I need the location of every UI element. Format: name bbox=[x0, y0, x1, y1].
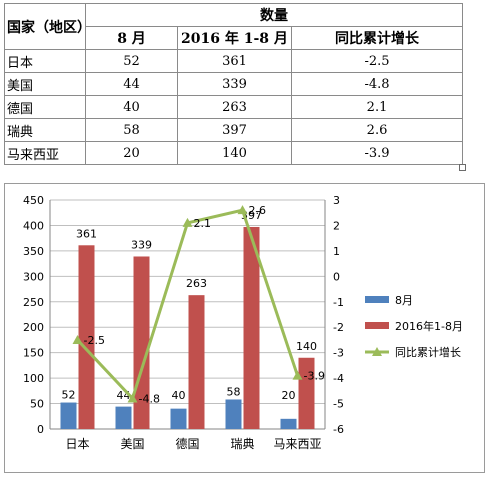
cell-growth: -2.5 bbox=[290, 49, 464, 73]
line-point bbox=[237, 205, 248, 215]
cell-growth: 2.6 bbox=[290, 118, 464, 142]
bar bbox=[280, 418, 297, 429]
cell-growth: -3.9 bbox=[290, 141, 464, 165]
y-tick-label: 0 bbox=[37, 423, 44, 436]
cell-country: 瑞典 bbox=[4, 118, 86, 142]
line-point bbox=[292, 370, 303, 380]
header-ytd: 2016 年 1-8 月 bbox=[177, 26, 292, 50]
line-data-label: -4.8 bbox=[139, 392, 160, 405]
table-resize-handle[interactable] bbox=[459, 164, 466, 171]
y2-tick-label: -6 bbox=[333, 423, 344, 436]
y-tick-label: 150 bbox=[23, 347, 44, 360]
legend-marker bbox=[372, 347, 382, 356]
header-aug: 8 月 bbox=[85, 26, 178, 50]
data-label: 20 bbox=[282, 389, 296, 402]
bar bbox=[225, 399, 242, 429]
y-tick-label: 350 bbox=[23, 245, 44, 258]
legend-swatch bbox=[365, 296, 389, 303]
cell-ytd: 339 bbox=[177, 72, 292, 96]
cell-country: 日本 bbox=[4, 49, 86, 73]
cell-ytd: 361 bbox=[177, 49, 292, 73]
legend-label: 2016年1-8月 bbox=[395, 319, 463, 333]
chart-svg: 0 50 100 150 200 250 300 350 400 450 -6 -5 -4 -3 -2 -1 0… bbox=[23, 194, 463, 451]
cell-aug: 58 bbox=[85, 118, 178, 142]
x-tick-label: 瑞典 bbox=[230, 437, 254, 451]
table-row: 美国 44 339 -4.8 bbox=[4, 72, 464, 96]
data-label: 58 bbox=[227, 385, 241, 398]
bar bbox=[170, 408, 187, 429]
x-tick-label: 马来西亚 bbox=[273, 437, 321, 451]
growth-line bbox=[76, 208, 299, 402]
cell-ytd: 140 bbox=[177, 141, 292, 165]
y-tick-label: 200 bbox=[23, 321, 44, 334]
data-label: 140 bbox=[296, 340, 317, 353]
table-row: 德国 40 263 2.1 bbox=[4, 95, 464, 119]
data-label: 361 bbox=[76, 227, 97, 240]
y-tick-label: 300 bbox=[23, 270, 44, 283]
cell-ytd: 397 bbox=[177, 118, 292, 142]
data-table: 国家（地区） 数量 8 月 2016 年 1-8 月 同比累计增长 日本 52 … bbox=[4, 3, 464, 165]
y-tick-label: 400 bbox=[23, 219, 44, 232]
x-tick-label: 德国 bbox=[175, 436, 199, 451]
bar bbox=[243, 226, 260, 429]
y2-tick-label: -5 bbox=[333, 398, 344, 411]
line-data-label: 2.1 bbox=[194, 217, 212, 230]
line-data-label: -2.5 bbox=[84, 334, 105, 347]
header-country: 国家（地区） bbox=[4, 3, 91, 50]
bar bbox=[115, 406, 132, 429]
line-point bbox=[72, 334, 83, 344]
bar bbox=[60, 402, 77, 429]
data-label: 52 bbox=[62, 389, 76, 402]
y-tick-label: 100 bbox=[23, 372, 44, 385]
x-tick-label: 日本 bbox=[65, 437, 89, 451]
cell-aug: 44 bbox=[85, 72, 178, 96]
cell-growth: 2.1 bbox=[290, 95, 464, 119]
bar bbox=[78, 245, 95, 429]
bar bbox=[188, 295, 205, 429]
cell-country: 德国 bbox=[4, 95, 86, 119]
line-data-label: -3.9 bbox=[304, 370, 325, 383]
y-tick-label: 450 bbox=[23, 194, 44, 207]
data-table-container: 国家（地区） 数量 8 月 2016 年 1-8 月 同比累计增长 日本 52 … bbox=[4, 3, 464, 165]
y-tick-label: 50 bbox=[30, 398, 44, 411]
cell-aug: 40 bbox=[85, 95, 178, 119]
cell-aug: 20 bbox=[85, 141, 178, 165]
table-row: 瑞典 58 397 2.6 bbox=[4, 118, 464, 142]
y2-tick-label: -4 bbox=[333, 372, 344, 385]
y2-tick-label: -3 bbox=[333, 347, 344, 360]
line-data-label: 2.6 bbox=[249, 204, 267, 217]
y2-tick-label: 2 bbox=[333, 219, 340, 232]
chart-frame: 0 50 100 150 200 250 300 350 400 450 -6 -5 -4 -3 -2 -1 0… bbox=[4, 183, 485, 473]
x-tick-label: 美国 bbox=[120, 437, 144, 451]
data-label: 263 bbox=[186, 277, 207, 290]
data-label: 339 bbox=[131, 238, 152, 251]
y2-tick-label: 3 bbox=[333, 194, 340, 207]
legend-swatch bbox=[365, 322, 389, 329]
legend-label: 同比累计增长 bbox=[395, 345, 461, 359]
cell-country: 美国 bbox=[4, 72, 86, 96]
cell-country: 马来西亚 bbox=[4, 141, 86, 165]
header-growth: 同比累计增长 bbox=[290, 26, 464, 50]
y2-tick-label: -2 bbox=[333, 321, 344, 334]
line-point bbox=[127, 393, 138, 403]
cell-aug: 52 bbox=[85, 49, 178, 73]
bar bbox=[298, 357, 315, 429]
cell-ytd: 263 bbox=[177, 95, 292, 119]
y-tick-label: 250 bbox=[23, 296, 44, 309]
table-row: 马来西亚 20 140 -3.9 bbox=[4, 141, 464, 165]
y2-tick-label: 0 bbox=[333, 270, 340, 283]
line-point bbox=[182, 217, 193, 227]
y2-tick-label: 1 bbox=[333, 245, 340, 258]
y2-tick-label: -1 bbox=[333, 296, 344, 309]
legend-label: 8月 bbox=[395, 294, 413, 307]
header-quantity: 数量 bbox=[84, 3, 464, 27]
data-label: 40 bbox=[172, 389, 186, 402]
table-row: 日本 52 361 -2.5 bbox=[4, 49, 464, 73]
cell-growth: -4.8 bbox=[290, 72, 464, 96]
